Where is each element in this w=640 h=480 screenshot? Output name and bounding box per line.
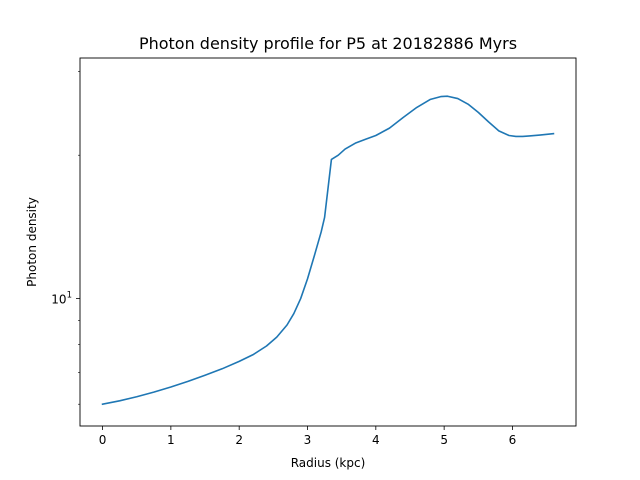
plot-frame (79, 57, 577, 427)
x-tick-label: 1 (167, 433, 175, 447)
y-tick-label: 101 (51, 291, 72, 307)
x-axis-ticks: 0 1 2 3 4 5 6 (99, 426, 517, 447)
x-tick-label: 2 (235, 433, 243, 447)
y-tick-base: 10 (51, 293, 66, 307)
y-axis-label: Photon density (25, 197, 39, 287)
x-tick-label: 0 (99, 433, 107, 447)
y-axis-ticks: 101 (51, 71, 80, 405)
x-tick-label: 6 (509, 433, 517, 447)
x-tick-label: 4 (372, 433, 380, 447)
plot-area (80, 58, 576, 426)
x-tick-label: 3 (304, 433, 312, 447)
y-tick-exponent: 1 (67, 291, 72, 301)
photon-density-line (101, 95, 555, 406)
chart-title: Photon density profile for P5 at 2018288… (139, 34, 517, 53)
x-axis-label: Radius (kpc) (291, 456, 366, 470)
x-tick-label: 5 (440, 433, 448, 447)
